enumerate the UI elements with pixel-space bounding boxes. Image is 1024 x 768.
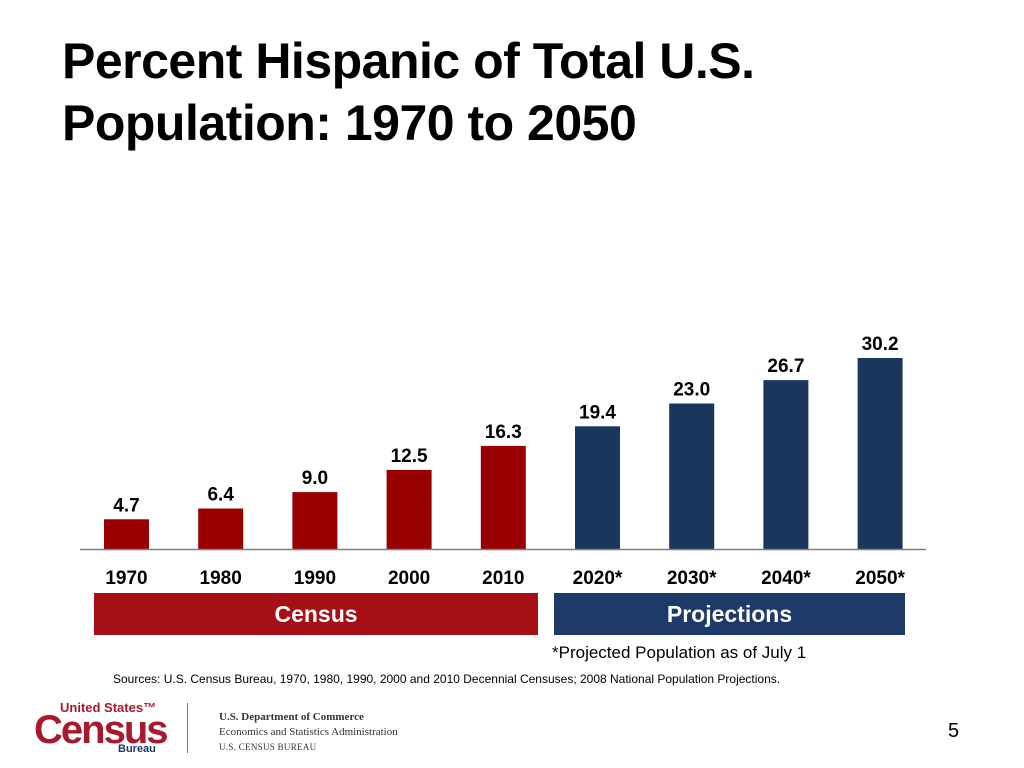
value-label-2000: 12.5 bbox=[391, 446, 428, 467]
projections-band-label: Projections bbox=[666, 600, 793, 627]
value-label-1980: 6.4 bbox=[207, 485, 234, 506]
logo-main-text: Census bbox=[34, 708, 168, 752]
bar-2050 bbox=[857, 358, 903, 549]
x-tick-label-1970: 1970 bbox=[105, 568, 147, 589]
x-tick-label-2000: 2000 bbox=[388, 568, 430, 589]
department-info: U.S. Department of Commerce Economics an… bbox=[219, 710, 398, 754]
value-label-2010: 16.3 bbox=[485, 422, 522, 443]
value-label-2050: 30.2 bbox=[862, 334, 899, 355]
x-tick-label-2050: 2050* bbox=[855, 568, 905, 589]
slide-title: Percent Hispanic of Total U.S. Populatio… bbox=[62, 33, 755, 151]
value-label-2020: 19.4 bbox=[579, 402, 616, 423]
bureau-name: U.S. CENSUS BUREAU bbox=[219, 742, 317, 752]
sources-note: Sources: U.S. Census Bureau, 1970, 1980,… bbox=[113, 672, 781, 686]
bar-2040 bbox=[763, 380, 809, 549]
x-tick-label-2010: 2010 bbox=[482, 568, 524, 589]
bars-group bbox=[104, 358, 903, 549]
x-tick-label-2030: 2030* bbox=[667, 568, 717, 589]
x-tick-label-2020: 2020* bbox=[573, 568, 623, 589]
x-tick-label-1990: 1990 bbox=[294, 568, 336, 589]
bar-2010 bbox=[480, 445, 526, 549]
page-number: 5 bbox=[948, 720, 960, 742]
x-tick-labels-group: 1970 1980 1990 2000 2010 2020* 2030* 2040* 2050* bbox=[105, 568, 905, 589]
value-labels-group: 4.7 6.4 9.0 12.5 16.3 19.4 23.0 26.7 30.2 bbox=[113, 334, 898, 516]
census-bureau-logo: United States™ Census Bureau bbox=[34, 700, 168, 756]
value-label-1970: 4.7 bbox=[113, 495, 139, 516]
bar-1990 bbox=[292, 492, 338, 549]
value-label-2030: 23.0 bbox=[673, 380, 710, 401]
x-tick-label-2040: 2040* bbox=[761, 568, 811, 589]
x-tick-label-1980: 1980 bbox=[200, 568, 242, 589]
bar-2000 bbox=[386, 469, 432, 549]
bar-2020 bbox=[575, 426, 620, 549]
administration-name: Economics and Statistics Administration bbox=[219, 726, 398, 738]
logo-divider bbox=[187, 703, 188, 753]
value-label-2040: 26.7 bbox=[767, 356, 804, 377]
bar-chart: 4.76.49.012.516.319.423.026.730.2 1970 19… bbox=[80, 334, 926, 589]
logo-top-text: United States™ bbox=[60, 700, 157, 715]
projection-footnote: *Projected Population as of July 1 bbox=[552, 643, 807, 662]
census-band-label: Census bbox=[274, 600, 358, 627]
projections-band: Projections bbox=[554, 593, 905, 635]
department-name: U.S. Department of Commerce bbox=[219, 711, 364, 723]
bar-1980 bbox=[198, 508, 244, 549]
census-band: Census bbox=[94, 593, 538, 635]
value-label-1990: 9.0 bbox=[302, 468, 328, 489]
logo-bottom-text: Bureau bbox=[118, 743, 156, 755]
bar-1970 bbox=[104, 519, 149, 549]
bar-2030 bbox=[669, 403, 715, 549]
